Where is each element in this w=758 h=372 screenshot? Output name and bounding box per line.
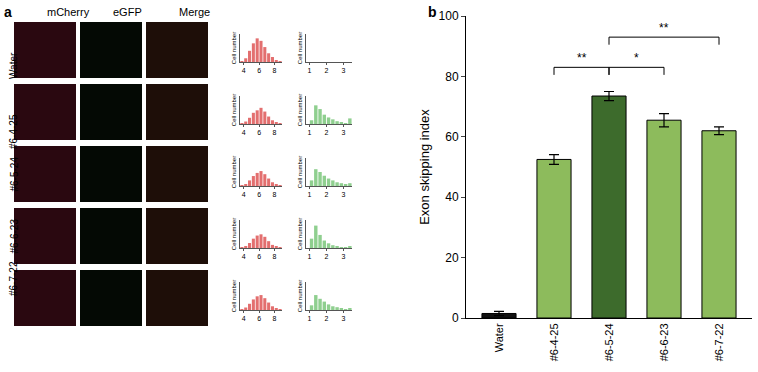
svg-text:Merge: Merge — [179, 6, 210, 18]
svg-text:1: 1 — [307, 129, 311, 136]
svg-text:Cell number: Cell number — [231, 280, 237, 312]
svg-text:6: 6 — [257, 253, 261, 260]
svg-text:4: 4 — [242, 315, 246, 322]
svg-text:a: a — [4, 4, 12, 20]
svg-text:#6-7-22: #6-7-22 — [713, 323, 725, 361]
svg-text:2: 2 — [324, 129, 328, 136]
svg-text:#6-4-25: #6-4-25 — [8, 114, 19, 149]
svg-text:0: 0 — [452, 311, 459, 325]
svg-text:Cell number: Cell number — [231, 94, 237, 126]
svg-text:#6-5-24: #6-5-24 — [603, 323, 615, 361]
svg-text:eGFP: eGFP — [113, 6, 142, 18]
svg-text:100: 100 — [439, 9, 459, 23]
svg-text:Cell number: Cell number — [231, 156, 237, 188]
svg-text:Cell number: Cell number — [297, 156, 303, 188]
svg-text:6: 6 — [257, 191, 261, 198]
svg-text:**: ** — [577, 51, 587, 65]
svg-text:Cell number: Cell number — [297, 32, 303, 64]
svg-text:Water: Water — [493, 323, 505, 352]
svg-text:3: 3 — [342, 315, 346, 322]
svg-text:6: 6 — [257, 129, 261, 136]
svg-text:b: b — [428, 4, 437, 20]
svg-text:2: 2 — [324, 191, 328, 198]
svg-text:6: 6 — [257, 67, 261, 74]
svg-text:Exon skipping index: Exon skipping index — [417, 109, 432, 225]
svg-text:3: 3 — [342, 129, 346, 136]
svg-text:#6-4-25: #6-4-25 — [548, 323, 560, 361]
svg-text:2: 2 — [324, 67, 328, 74]
svg-text:3: 3 — [342, 191, 346, 198]
svg-text:#6-5-24: #6-5-24 — [9, 157, 20, 192]
svg-text:Cell number: Cell number — [231, 218, 237, 250]
svg-text:8: 8 — [272, 191, 276, 198]
svg-text:8: 8 — [272, 67, 276, 74]
svg-text:6: 6 — [257, 315, 261, 322]
svg-text:1: 1 — [307, 315, 311, 322]
svg-text:80: 80 — [445, 70, 459, 84]
svg-text:3: 3 — [342, 67, 346, 74]
svg-text:20: 20 — [445, 251, 459, 265]
svg-text:4: 4 — [242, 67, 246, 74]
svg-text:Cell number: Cell number — [297, 280, 303, 312]
svg-text:4: 4 — [242, 253, 246, 260]
svg-text:*: * — [634, 51, 639, 65]
svg-text:#6-6-23: #6-6-23 — [9, 219, 20, 254]
svg-text:40: 40 — [445, 190, 459, 204]
svg-text:60: 60 — [445, 130, 459, 144]
svg-text:#6-7-22: #6-7-22 — [8, 261, 19, 296]
svg-text:mCherry: mCherry — [47, 6, 90, 18]
svg-text:1: 1 — [307, 191, 311, 198]
svg-text:3: 3 — [342, 253, 346, 260]
svg-text:#6-6-23: #6-6-23 — [658, 323, 670, 361]
svg-text:8: 8 — [272, 315, 276, 322]
svg-text:8: 8 — [272, 129, 276, 136]
svg-text:2: 2 — [324, 315, 328, 322]
svg-text:**: ** — [659, 21, 669, 35]
svg-text:1: 1 — [307, 67, 311, 74]
svg-text:4: 4 — [242, 129, 246, 136]
svg-text:1: 1 — [307, 253, 311, 260]
svg-text:Cell number: Cell number — [297, 218, 303, 250]
svg-text:8: 8 — [272, 253, 276, 260]
svg-text:4: 4 — [242, 191, 246, 198]
svg-text:Cell number: Cell number — [297, 94, 303, 126]
svg-text:Cell number: Cell number — [231, 32, 237, 64]
svg-text:2: 2 — [324, 253, 328, 260]
svg-text:Water: Water — [8, 52, 19, 79]
